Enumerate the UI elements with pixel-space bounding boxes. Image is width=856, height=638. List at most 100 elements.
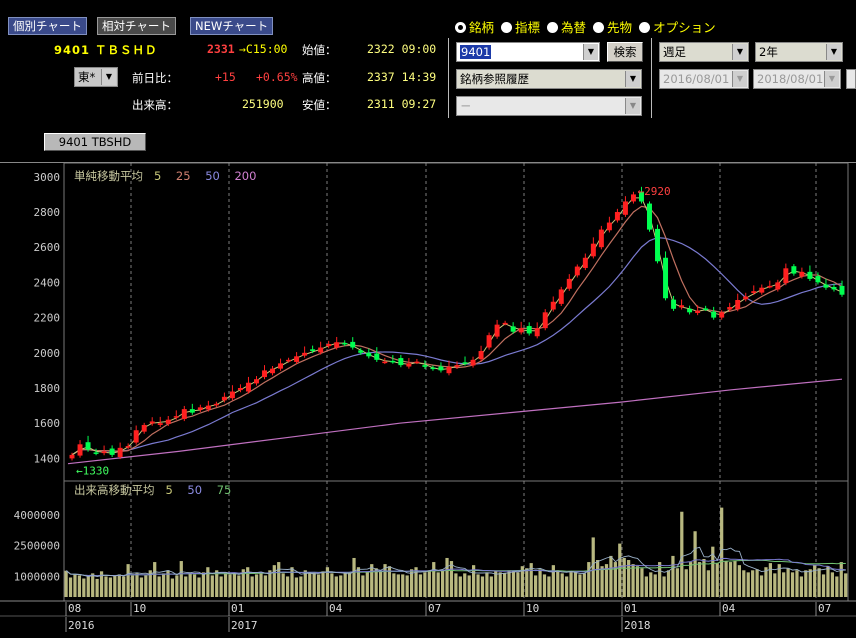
ma200-legend: 200 [234,169,257,183]
mode-radio-group: 銘柄 指標 為替 先物 オプション [455,17,716,36]
volume-bar [392,573,396,597]
volume-bar [86,576,90,597]
tab-relative-chart[interactable]: 相対チャート [97,17,176,35]
code-input[interactable]: 9401 ▼ [456,42,600,62]
candle-body [334,342,340,348]
volume-bar [157,576,161,597]
stock-name-button[interactable]: 9401 TBSHD [44,133,146,151]
candle-body [510,326,516,332]
candle-body [342,342,348,345]
radio-forex[interactable]: 為替 [547,17,586,36]
volume-bar [277,562,281,597]
market-select[interactable]: 東* ▼ [74,67,118,87]
candle-body [253,379,259,384]
scroll-right-button[interactable] [846,69,856,89]
volume-bar [409,569,414,597]
volume-bar [786,568,790,597]
volume-bar [737,565,741,597]
chevron-down-icon: ▼ [824,71,839,87]
chevron-down-icon: ▼ [583,44,598,60]
volume-bar [560,573,564,597]
volume-bar [547,576,551,597]
range-select[interactable]: 2年 ▼ [755,42,843,62]
vma50-line [65,557,846,577]
tab-new-chart[interactable]: NEWチャート [190,17,274,35]
volume-bar [387,566,392,597]
radio-option[interactable]: オプション [639,17,716,36]
period-select[interactable]: 週足 ▼ [659,42,749,62]
chevron-down-icon: ▼ [732,44,747,60]
volume-bar [525,568,529,597]
volume-bar [113,575,117,597]
radio-stock[interactable]: 銘柄 [455,17,494,36]
tab-individual-chart[interactable]: 個別チャート [8,17,87,35]
candle-body [783,268,789,284]
radio-index[interactable]: 指標 [501,17,540,36]
price-tick-label: 2800 [34,206,61,219]
volume-bar [206,567,210,597]
low-annotation: ←1330 [76,465,109,478]
candle-body [326,344,332,347]
volume-bar [503,573,507,597]
high-value: 2337 14:39 [367,70,437,84]
candle-body [606,222,612,231]
candle-body [831,286,837,290]
volume-bar [64,570,68,597]
vma50-legend: 50 [187,483,203,497]
volume-series [64,507,848,597]
volume-bar [272,565,276,597]
current-price: 2331 [207,42,235,56]
volume-bar [494,571,498,597]
volume-bar [733,561,737,597]
volume-bar [82,578,86,597]
volume-bar [609,555,613,597]
volume-bar [104,576,108,597]
volume-bar [697,562,702,597]
to-date-select[interactable]: 2018/08/01 ▼ [753,69,841,89]
volume-bar [73,574,77,597]
volume-bar [622,557,626,597]
search-button[interactable]: 検索 [607,42,643,62]
candle-body [534,328,540,337]
volume-bar [529,563,533,597]
volume-bar [365,572,369,597]
radio-futures[interactable]: 先物 [593,17,632,36]
volume-bar [817,568,821,597]
from-date-select[interactable]: 2016/08/01 ▼ [659,69,749,89]
volume-bar [631,564,635,597]
volume-bar [188,572,192,597]
volume-bar [290,567,294,597]
volume-bar [751,570,755,597]
volume-bar [507,570,511,597]
volume-bar [330,573,334,597]
volume-bar [746,572,750,597]
volume-bar [755,569,759,597]
blank-select[interactable]: － ▼ [456,96,642,116]
candle-body [735,300,741,310]
candle-body [839,285,845,295]
high-annotation: ←2920 [637,185,670,198]
volume-bar [467,575,471,597]
volume-bar [436,572,440,597]
candle-body [165,419,171,424]
candle-body [679,305,685,308]
volume-bar [215,570,219,597]
candle-body [775,282,781,290]
candle-body [703,308,709,310]
candle-body [125,446,131,448]
volume-bar [303,570,307,597]
volume-bar [826,566,830,597]
candle-body [294,356,300,362]
price-tick-label: 2600 [34,241,61,254]
volume-bar [516,572,520,597]
candle-body [767,285,773,288]
ma50-line [71,236,843,456]
candle-body [213,403,219,406]
volume-bar [742,570,746,597]
history-select[interactable]: 銘柄参照履歴 ▼ [456,69,642,89]
candle-body [141,424,147,432]
candle-body [310,349,316,352]
volume-bar [91,573,95,597]
candle-body [815,276,821,283]
volume-bar [95,578,99,597]
